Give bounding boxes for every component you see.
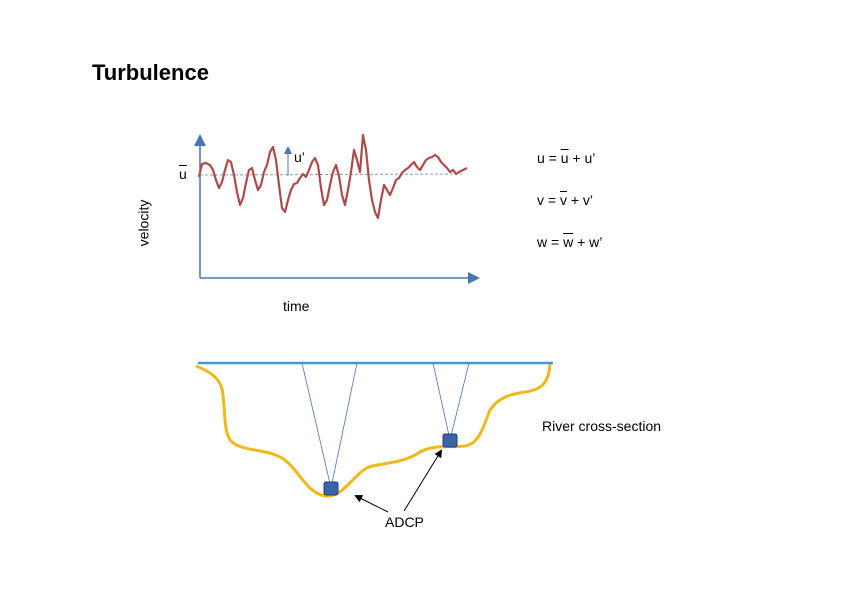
- velocity-signal: [197, 133, 468, 220]
- adcp-2-beam-right: [449, 362, 470, 441]
- equation-w: w = w + w’: [537, 234, 602, 250]
- equation-w-rhs: + w’: [573, 234, 603, 250]
- x-axis-label: time: [283, 298, 310, 314]
- adcp-1-instrument: [323, 481, 339, 496]
- adcp-1-pointer: [354, 495, 389, 513]
- equation-u: u = u + u’: [537, 150, 595, 166]
- adcp-2-beam-left: [432, 362, 451, 441]
- adcp-2-instrument: [442, 433, 458, 448]
- equation-v-mean: v: [559, 192, 567, 208]
- equation-u-rhs: + u’: [568, 150, 596, 166]
- page-title: Turbulence: [92, 60, 209, 85]
- cross-section-label: River cross-section: [542, 418, 662, 434]
- equation-v-rhs: + v’: [566, 192, 594, 208]
- adcp-label: ADCP: [385, 514, 424, 530]
- equation-u-mean: u: [560, 150, 569, 166]
- equation-w-mean: w: [563, 234, 574, 250]
- adcp-2-pointer: [403, 449, 443, 512]
- mean-velocity-label: u: [179, 166, 187, 182]
- adcp-1-beam-left: [301, 362, 332, 489]
- river-bed: [195, 363, 552, 498]
- mean-line: [199, 173, 463, 176]
- equation-u-lhs: u =: [537, 150, 561, 166]
- fluctuation-label: u’: [294, 149, 305, 165]
- adcp-1-beam-right: [330, 362, 358, 489]
- equation-w-lhs: w =: [537, 234, 564, 250]
- equation-v-lhs: v =: [537, 192, 560, 208]
- equation-v: v = v + v’: [537, 192, 593, 208]
